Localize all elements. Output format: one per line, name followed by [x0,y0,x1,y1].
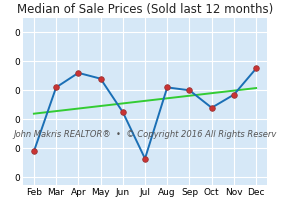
Point [209,106,214,109]
Point [143,157,147,160]
Title: Median of Sale Prices (Sold last 12 months): Median of Sale Prices (Sold last 12 mont… [17,3,273,16]
Point [98,77,103,80]
Point [54,86,59,89]
Point [165,86,170,89]
Point [231,93,236,96]
Point [187,89,192,92]
Point [120,110,125,114]
Point [76,71,81,74]
Point [254,67,258,70]
Point [32,150,36,153]
Text: John Makris REALTOR®  •  © Copyright 2016 All Rights Reserv: John Makris REALTOR® • © Copyright 2016 … [13,130,277,139]
